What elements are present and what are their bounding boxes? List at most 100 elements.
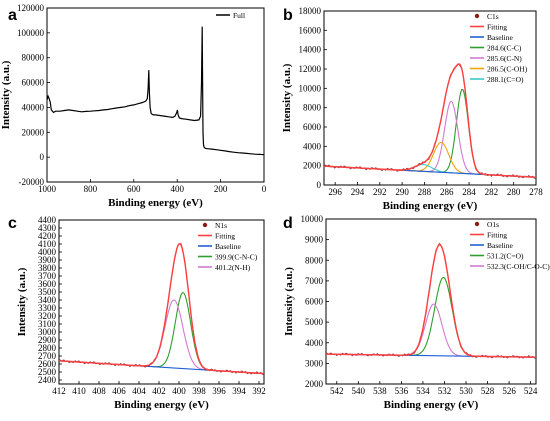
x-tick-label: 538 [373,386,387,396]
y-tick-label: 100000 [17,28,45,38]
y-tick-label: 6000 [303,122,322,132]
fitting-line [59,242,264,375]
y-tick-label: 3300 [38,303,57,313]
x-tick-label: 398 [192,386,206,396]
plot-area [47,26,264,156]
y-tick-label: 80000 [22,53,45,63]
x-tick-label: 540 [352,386,366,396]
x-tick-label: 200 [214,184,228,194]
x-tick-label: 296 [328,187,342,197]
x-tick-label: 800 [84,184,98,194]
peak-component [324,100,536,178]
panel-d: 542 540 538 536 534 532 530 528 526 524 2000 3000 40… [283,214,550,411]
y-axis-label: Intensity (a.u.) [281,63,293,132]
y-tick-label: 2000 [305,379,324,389]
legend-swatch [474,13,480,19]
y-tick-label: 2400 [38,375,57,385]
y-tick-label: 4300 [38,223,57,233]
peak-component [326,276,536,358]
x-tick-label: 392 [252,386,266,396]
x-tick-label: 1000 [38,184,57,194]
x-tick-label: 524 [524,386,538,396]
panel-b: 296 294 292 290 288 286 284 282 280 278 0 2000 4000 6… [281,6,543,212]
y-tick-label: 2900 [38,335,57,345]
y-tick-label: 3000 [38,327,57,337]
x-tick-label: 286 [440,187,454,197]
y-tick-label: 20000 [22,127,45,137]
x-tick-label: 408 [92,386,106,396]
y-tick-label: 4100 [38,239,57,249]
y-tick-label: 2500 [38,367,57,377]
y-tick-label: 3600 [38,279,57,289]
legend-entry: 399.9(C-N-C) [215,253,258,262]
raw-data-line [326,242,536,359]
x-tick-label: 406 [112,386,126,396]
y-tick-label: 2700 [38,351,57,361]
x-tick-label: 536 [395,386,409,396]
x-tick-label: 526 [502,386,516,396]
y-tick-label: 60000 [22,78,45,88]
y-tick-label: 4400 [38,215,57,225]
y-tick-label: 3000 [305,358,324,368]
x-tick-label: 284 [462,187,476,197]
legend-entry: 285.6(C-N) [487,54,522,63]
y-axis-label: Intensity (a.u.) [16,267,28,336]
y-tick-label: 3200 [38,311,57,321]
panel-label: c [8,215,17,232]
y-tick-label: 8000 [305,255,324,265]
x-tick-label: 402 [152,386,166,396]
x-tick-label: 282 [485,187,499,197]
legend-entry: O1s [487,220,499,229]
fitting-line [324,63,536,178]
legend-entry: 284.6(C-C) [487,44,522,53]
peak-component [59,291,264,375]
panel-c: 412 410 408 406 404 402 400 398 396 394 392 2400250… [8,215,266,411]
plot-area [326,242,536,359]
y-tick-label: 18000 [299,6,322,16]
x-tick-label: 410 [72,386,86,396]
legend-entry: 288.1(C=O) [487,75,524,84]
plot-frame [58,219,265,385]
x-tick-label: 394 [232,386,246,396]
y-axis-label: Intensity (a.u.) [283,267,295,336]
y-tick-label: 16000 [299,25,322,35]
x-tick-label: 290 [395,187,409,197]
y-tick-label: 3500 [38,287,57,297]
x-axis-label: Binding energy (eV) [114,399,209,411]
y-tick-label: 10000 [299,83,322,93]
x-tick-label: 528 [481,386,495,396]
legend-entry: C1s [487,12,499,21]
y-tick-label: 3700 [38,271,57,281]
x-tick-label: 412 [52,386,66,396]
x-tick-label: 530 [459,386,473,396]
fitting-line [326,243,536,358]
legend-entry: Baseline [215,242,241,251]
y-tick-label: 4000 [38,247,57,257]
legend-entry: 531.2(C=O) [487,252,524,261]
x-tick-label: 534 [416,386,430,396]
y-tick-label: 4000 [305,338,324,348]
x-tick-label: 294 [351,187,365,197]
legend-entry: 401.2(N-H) [215,263,251,272]
y-tick-label: 0 [40,152,45,162]
x-axis-label: Binding energy (eV) [108,197,203,209]
y-tick-label: 6000 [305,297,324,307]
plot-frame [323,10,537,186]
legend-entry: N1s [215,221,227,230]
peak-component [326,303,536,358]
x-tick-label: 400 [172,386,186,396]
plot-area [59,242,264,376]
plot-frame [46,7,265,183]
x-tick-label: 280 [507,187,521,197]
y-tick-label: 2800 [38,343,57,353]
panel-label: d [283,215,293,232]
y-tick-label: 3900 [38,255,57,265]
peak-component [324,89,536,178]
y-tick-label: 4200 [38,231,57,241]
panel-a: 1000 800 600 400 200 0 -20000 0 20000 40000 60000 8… [0,3,267,209]
legend-entry: Fitting [215,232,235,241]
y-tick-label: 10000 [301,214,324,224]
x-tick-label: 404 [132,386,146,396]
series-line-full [47,26,264,156]
x-tick-label: 600 [127,184,141,194]
